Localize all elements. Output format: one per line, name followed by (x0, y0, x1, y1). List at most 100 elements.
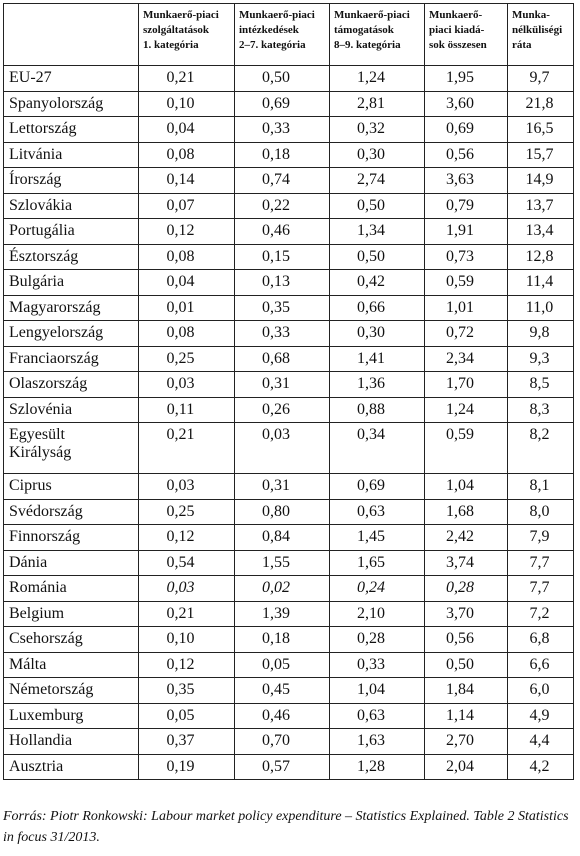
country-cell: Svédország (3, 498, 139, 525)
table-row: Finnország 0,12 0,84 1,45 2,42 7,9 (3, 524, 574, 551)
value-cell: 1,41 (329, 345, 425, 372)
country-cell: Szlovénia (3, 396, 139, 423)
unemployment-rate-cell: 4,9 (507, 702, 574, 729)
value-cell: 0,05 (138, 702, 235, 729)
value-cell: 0,66 (329, 294, 425, 321)
value-cell: 2,70 (424, 728, 508, 755)
table-row: Írország 0,14 0,74 2,74 3,63 14,9 (3, 167, 574, 194)
value-cell: 0,46 (234, 702, 330, 729)
value-cell: 0,04 (138, 116, 235, 143)
unemployment-rate-cell: 7,7 (507, 575, 574, 602)
table-row: Dánia 0,54 1,55 1,65 3,74 7,7 (3, 549, 574, 576)
country-cell: Csehország (3, 626, 139, 653)
unemployment-rate-cell: 7,2 (507, 600, 574, 627)
table-row: Ausztria 0,19 0,57 1,28 2,04 4,2 (3, 753, 574, 780)
unemployment-rate-cell: 9,7 (507, 65, 574, 92)
value-cell: 1,55 (234, 549, 330, 576)
unemployment-rate-column-header: Munka-nélküliségi ráta (507, 3, 574, 66)
country-cell: Spanyolország (3, 90, 139, 117)
header-line: nélküliségi (512, 24, 563, 36)
value-cell: 3,74 (424, 549, 508, 576)
value-cell: 1,70 (424, 371, 508, 398)
header-line: ráta (512, 39, 532, 51)
value-cell: 0,33 (234, 116, 330, 143)
table-header-row: Munkaerő-piaci szolgáltatások 1. kategória… (3, 3, 574, 66)
value-cell: 0,21 (138, 422, 235, 474)
unemployment-rate-cell: 8,5 (507, 371, 574, 398)
table-row: Luxemburg 0,05 0,46 0,63 1,14 4,9 (3, 702, 574, 729)
table-row: Lengyelország 0,08 0,33 0,30 0,72 9,8 (3, 320, 574, 347)
total-expenditure-column-header: Munkaerő-piaci kiadá-sok összesen (424, 3, 508, 66)
value-cell: 0,56 (424, 626, 508, 653)
header-line: 8–9. kategória (334, 39, 401, 51)
value-cell: 0,33 (234, 320, 330, 347)
table-row: Szlovákia 0,07 0,22 0,50 0,79 13,7 (3, 192, 574, 219)
unemployment-rate-cell: 8,1 (507, 473, 574, 500)
value-cell: 2,34 (424, 345, 508, 372)
header-line: szolgáltatások (143, 24, 209, 36)
table-row: Málta 0,12 0,05 0,33 0,50 6,6 (3, 651, 574, 678)
unemployment-rate-cell: 21,8 (507, 90, 574, 117)
unemployment-rate-cell: 11,4 (507, 269, 574, 296)
unemployment-rate-cell: 9,3 (507, 345, 574, 372)
country-cell: Franciaország (3, 345, 139, 372)
unemployment-rate-cell: 8,3 (507, 396, 574, 423)
table-row: Csehország 0,10 0,18 0,28 0,56 6,8 (3, 626, 574, 653)
value-cell: 1,36 (329, 371, 425, 398)
country-cell: Lettország (3, 116, 139, 143)
value-cell: 0,74 (234, 167, 330, 194)
value-cell: 0,18 (234, 626, 330, 653)
country-column-header (3, 3, 139, 66)
header-line: Munka- (512, 9, 550, 21)
table-row: Románia 0,03 0,02 0,24 0,28 7,7 (3, 575, 574, 602)
value-cell: 0,21 (138, 65, 235, 92)
value-cell: 0,59 (424, 422, 508, 474)
table-row: Németország 0,35 0,45 1,04 1,84 6,0 (3, 677, 574, 704)
country-cell: Szlovákia (3, 192, 139, 219)
value-cell: 0,28 (424, 575, 508, 602)
value-cell: 1,24 (329, 65, 425, 92)
value-cell: 0,19 (138, 753, 235, 780)
unemployment-rate-cell: 9,8 (507, 320, 574, 347)
value-cell: 0,08 (138, 243, 235, 270)
value-cell: 0,08 (138, 320, 235, 347)
country-cell: Olaszország (3, 371, 139, 398)
country-cell: Írország (3, 167, 139, 194)
value-cell: 0,46 (234, 218, 330, 245)
value-cell: 0,05 (234, 651, 330, 678)
table-row: Belgium 0,21 1,39 2,10 3,70 7,2 (3, 600, 574, 627)
value-cell: 1,68 (424, 498, 508, 525)
unemployment-rate-cell: 4,4 (507, 728, 574, 755)
unemployment-rate-cell: 15,7 (507, 141, 574, 168)
unemployment-rate-cell: 13,7 (507, 192, 574, 219)
value-cell: 0,15 (234, 243, 330, 270)
table-row: Magyarország 0,01 0,35 0,66 1,01 11,0 (3, 294, 574, 321)
table-row: Franciaország 0,25 0,68 1,41 2,34 9,3 (3, 345, 574, 372)
value-cell: 2,42 (424, 524, 508, 551)
country-cell: Magyarország (3, 294, 139, 321)
unemployment-rate-cell: 7,7 (507, 549, 574, 576)
country-name-line: Egyesült (9, 426, 65, 443)
value-cell: 0,10 (138, 90, 235, 117)
value-cell: 0,03 (138, 473, 235, 500)
unemployment-rate-cell: 13,4 (507, 218, 574, 245)
value-cell: 3,60 (424, 90, 508, 117)
value-cell: 1,14 (424, 702, 508, 729)
header-line: piaci kiadá- (429, 24, 485, 36)
value-cell: 0,30 (329, 141, 425, 168)
value-cell: 0,24 (329, 575, 425, 602)
unemployment-rate-cell: 4,2 (507, 753, 574, 780)
value-cell: 0,50 (234, 65, 330, 92)
country-cell: Belgium (3, 600, 139, 627)
table-row: Hollandia 0,37 0,70 1,63 2,70 4,4 (3, 728, 574, 755)
value-cell: 0,04 (138, 269, 235, 296)
value-cell: 0,13 (234, 269, 330, 296)
value-cell: 1,45 (329, 524, 425, 551)
value-cell: 0,10 (138, 626, 235, 653)
value-cell: 0,54 (138, 549, 235, 576)
value-cell: 3,70 (424, 600, 508, 627)
table-row: Bulgária 0,04 0,13 0,42 0,59 11,4 (3, 269, 574, 296)
value-cell: 2,74 (329, 167, 425, 194)
value-cell: 0,31 (234, 473, 330, 500)
unemployment-rate-cell: 6,0 (507, 677, 574, 704)
